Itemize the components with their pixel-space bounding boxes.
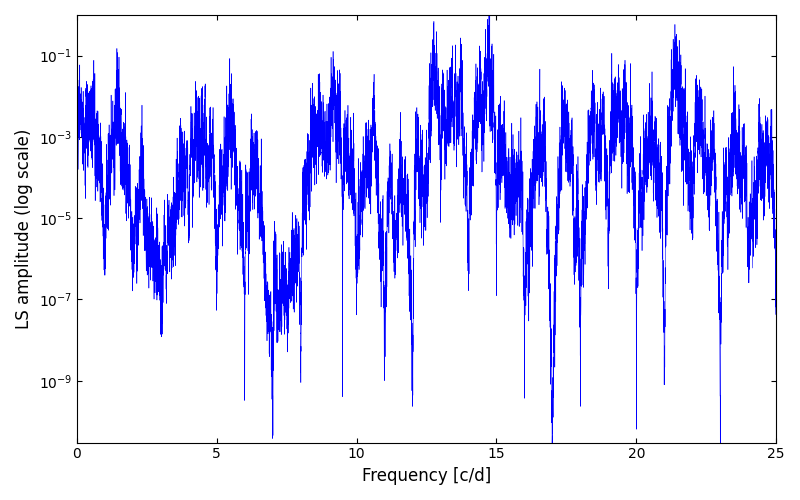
X-axis label: Frequency [c/d]: Frequency [c/d] (362, 467, 491, 485)
Y-axis label: LS amplitude (log scale): LS amplitude (log scale) (15, 128, 33, 329)
